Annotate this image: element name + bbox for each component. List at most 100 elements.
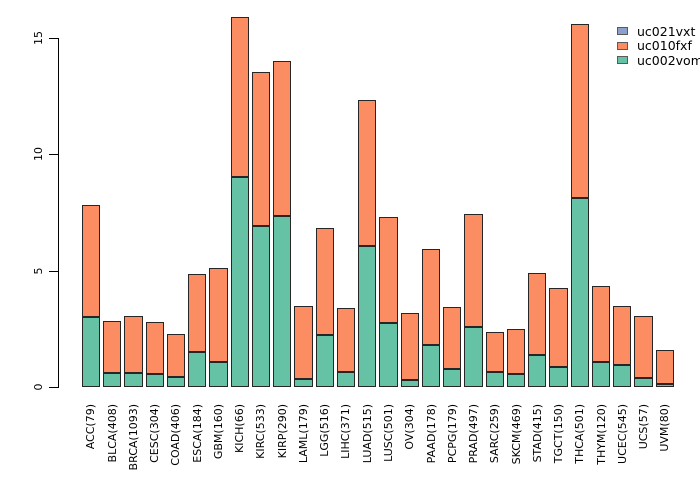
x-category-label: KIRC(533) <box>254 404 268 459</box>
bar-segment-uc010fxf <box>655 349 674 384</box>
bar-segment-uc002vom <box>655 383 674 388</box>
legend-item-uc021vxt: uc021vxt <box>617 23 696 39</box>
bar-segment-uc010fxf <box>443 306 462 369</box>
bar-segment-uc010fxf <box>188 274 207 353</box>
bar-segment-uc010fxf <box>273 60 292 216</box>
bar-segment-uc002vom <box>81 317 100 388</box>
legend-item-uc002vom: uc002vom <box>617 52 700 68</box>
x-category-label: SKCM(469) <box>509 404 523 465</box>
bar-segment-uc010fxf <box>464 213 483 327</box>
bar-segment-uc010fxf <box>145 322 164 375</box>
bar-segment-uc002vom <box>379 323 398 388</box>
bar-segment-uc002vom <box>528 354 547 388</box>
x-category-label: LUSC(501) <box>381 404 395 462</box>
x-category-label: KIRP(290) <box>275 404 289 459</box>
x-category-label: BLCA(408) <box>105 404 119 463</box>
y-axis-tick <box>49 387 58 389</box>
bar-segment-uc002vom <box>273 215 292 388</box>
x-category-label: ACC(79) <box>84 404 98 450</box>
x-category-label: UVM(80) <box>658 404 672 452</box>
legend-label: uc010fxf <box>637 38 692 54</box>
x-category-label: BRCA(1093) <box>126 404 140 471</box>
bar-segment-uc010fxf <box>570 23 589 199</box>
bar-segment-uc010fxf <box>166 333 185 377</box>
bar-segment-uc002vom <box>549 367 568 388</box>
bar-segment-uc010fxf <box>358 100 377 247</box>
y-axis-tick <box>49 154 58 156</box>
legend-swatch-uc010fxf <box>617 41 628 50</box>
bar-segment-uc010fxf <box>379 217 398 324</box>
legend-label: uc002vom <box>637 52 700 68</box>
x-category-label: LUAD(515) <box>360 404 374 464</box>
bar-segment-uc010fxf <box>81 205 100 318</box>
bar-segment-uc002vom <box>103 373 122 388</box>
bar-segment-uc010fxf <box>613 305 632 366</box>
bar-segment-uc010fxf <box>336 308 356 373</box>
legend-label: uc021vxt <box>637 23 696 39</box>
x-category-label: KICH(66) <box>233 404 247 453</box>
x-category-label: THCA(501) <box>573 404 587 464</box>
bar-segment-uc002vom <box>209 361 228 388</box>
y-axis-tick <box>49 270 58 272</box>
y-axis-tick <box>49 37 58 39</box>
x-category-label: ESCA(184) <box>190 404 204 463</box>
bar-segment-uc010fxf <box>528 273 547 355</box>
x-category-label: OV(304) <box>403 404 417 450</box>
x-category-label: UCEC(545) <box>615 404 629 464</box>
bar-segment-uc002vom <box>124 373 143 388</box>
bar-segment-uc002vom <box>485 372 504 388</box>
x-category-label: PRAD(497) <box>467 404 481 464</box>
bar-segment-uc010fxf <box>421 248 441 346</box>
x-category-label: LAML(179) <box>296 404 310 464</box>
y-tick-label: 5 <box>31 267 45 275</box>
bar-segment-uc010fxf <box>209 268 228 362</box>
x-category-label: PAAD(178) <box>424 404 438 464</box>
bar-segment-uc002vom <box>591 361 611 388</box>
x-category-label: THYM(120) <box>594 404 608 465</box>
bar-segment-uc010fxf <box>634 316 653 378</box>
x-category-label: LIHC(371) <box>339 404 353 459</box>
bar-segment-uc002vom <box>443 368 462 388</box>
bar-segment-uc002vom <box>166 376 185 388</box>
bar-segment-uc010fxf <box>294 305 313 380</box>
bar-segment-uc010fxf <box>315 227 334 335</box>
bar-segment-uc010fxf <box>124 316 143 374</box>
bar-segment-uc002vom <box>336 372 356 388</box>
x-category-label: PCPG(179) <box>445 404 459 464</box>
bar-segment-uc002vom <box>421 345 441 388</box>
x-category-label: COAD(406) <box>169 404 183 466</box>
x-category-label: GBM(160) <box>211 404 225 460</box>
bar-segment-uc002vom <box>506 374 526 388</box>
bar-segment-uc010fxf <box>549 288 568 368</box>
legend-swatch-uc021vxt <box>617 27 628 35</box>
legend-item-uc010fxf: uc010fxf <box>617 38 692 54</box>
y-tick-label: 10 <box>31 147 45 162</box>
bar-segment-uc010fxf <box>400 312 419 381</box>
y-tick-label: 0 <box>31 383 45 391</box>
bar-segment-uc010fxf <box>230 16 249 178</box>
bar-segment-uc002vom <box>570 198 589 388</box>
x-category-label: UCS(57) <box>637 404 651 450</box>
bar-segment-uc010fxf <box>103 320 122 374</box>
legend-swatch-uc002vom <box>617 56 628 65</box>
bar-segment-uc002vom <box>634 377 653 388</box>
x-category-label: CESC(304) <box>148 404 162 463</box>
bar-segment-uc002vom <box>613 365 632 388</box>
x-category-label: SARC(259) <box>488 404 502 464</box>
y-axis-line <box>58 37 59 389</box>
bar-segment-uc002vom <box>188 352 207 388</box>
bar-segment-uc002vom <box>230 177 249 388</box>
bar-segment-uc010fxf <box>506 329 526 375</box>
bar-segment-uc002vom <box>464 326 483 388</box>
x-category-label: LGG(516) <box>318 404 332 457</box>
bar-segment-uc010fxf <box>251 72 271 227</box>
bar-segment-uc002vom <box>294 379 313 388</box>
bar-segment-uc002vom <box>145 374 164 388</box>
bar-segment-uc010fxf <box>591 285 611 362</box>
bar-segment-uc002vom <box>251 226 271 388</box>
x-category-label: TGCT(150) <box>552 404 566 464</box>
bar-segment-uc002vom <box>315 334 334 388</box>
bar-segment-uc010fxf <box>485 332 504 373</box>
x-category-label: STAD(415) <box>530 404 544 463</box>
